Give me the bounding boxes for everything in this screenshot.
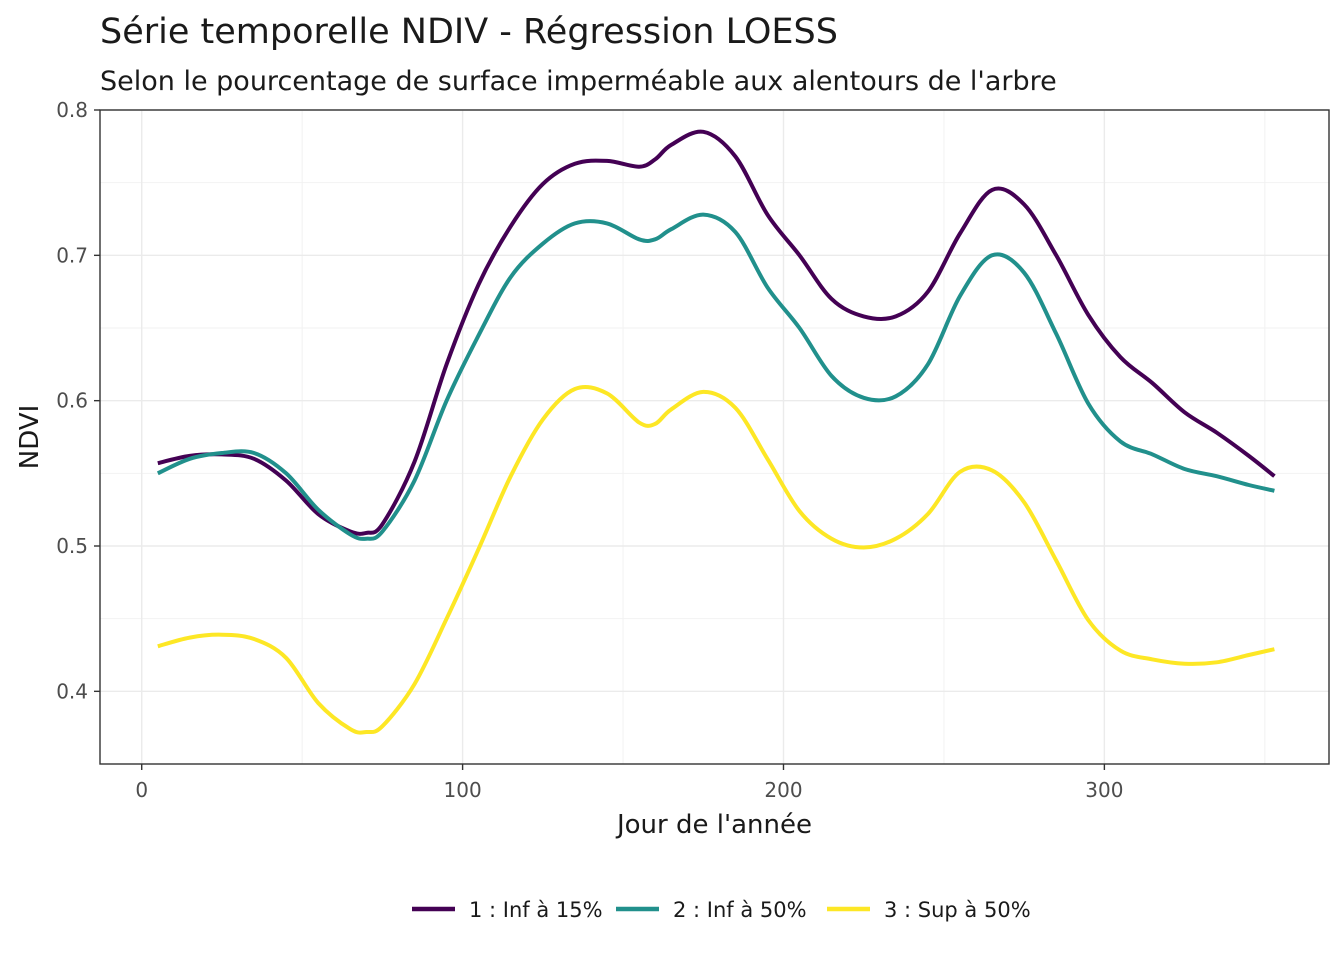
x-tick-label: 0 <box>135 778 148 802</box>
legend-label-2: 2 : Inf à 50% <box>673 898 807 922</box>
y-tick-label: 0.4 <box>56 679 88 703</box>
legend-label-1: 1 : Inf à 15% <box>469 898 603 922</box>
legend-label-3: 3 : Sup à 50% <box>884 898 1031 922</box>
x-tick-label: 200 <box>764 778 802 802</box>
legend: 1 : Inf à 15% 2 : Inf à 50% 3 : Sup à 50% <box>412 898 1031 922</box>
y-tick-label: 0.6 <box>56 389 88 413</box>
plot-panel-border <box>99 109 1330 765</box>
y-axis-title: NDVI <box>15 405 45 469</box>
y-tick-label: 0.7 <box>56 243 88 267</box>
y-tick-label: 0.8 <box>56 98 88 122</box>
chart-subtitle: Selon le pourcentage de surface imperméa… <box>100 66 1057 97</box>
grid-lines <box>100 109 1329 765</box>
x-tick-label: 300 <box>1085 778 1123 802</box>
y-axis: 0.4 0.5 0.6 0.7 0.8 <box>56 98 100 703</box>
chart-title: Série temporelle NDIV - Régression LOESS <box>100 12 838 52</box>
x-axis-title: Jour de l'année <box>615 810 812 840</box>
series-line-3 <box>157 385 1275 735</box>
x-axis: 0 100 200 300 <box>135 764 1123 802</box>
y-tick-label: 0.5 <box>56 534 88 558</box>
series-lines <box>156 129 1276 735</box>
series-line-2 <box>156 212 1275 541</box>
series-line-1 <box>157 129 1276 536</box>
x-tick-label: 100 <box>444 778 482 802</box>
